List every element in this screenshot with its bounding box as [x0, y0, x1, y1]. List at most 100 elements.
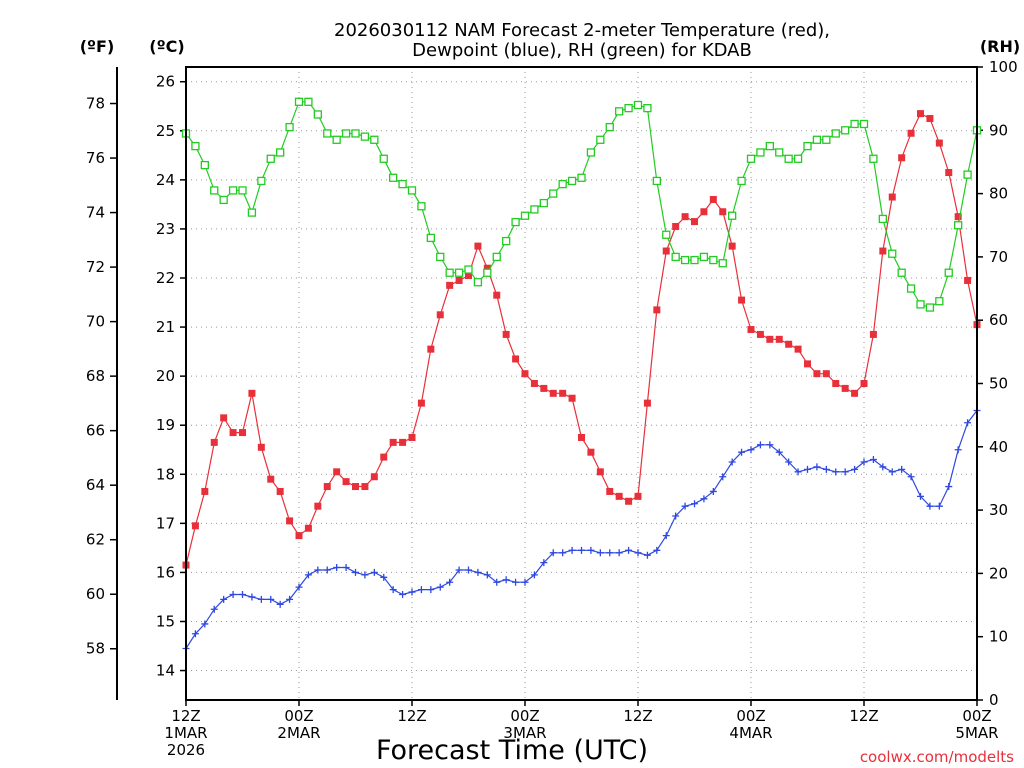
rh-point — [728, 211, 737, 220]
dewpoint-point — [841, 468, 849, 476]
rh-point — [351, 129, 360, 138]
dewpoint-point — [455, 566, 463, 574]
rh-point — [605, 122, 614, 132]
temperature-point — [578, 433, 585, 441]
celsius-tick-label: 14 — [156, 662, 175, 680]
temperature-point — [493, 291, 501, 299]
dewpoint-point — [465, 566, 472, 574]
temperature-point — [427, 345, 435, 353]
temperature-point — [248, 389, 256, 397]
rh-point — [671, 252, 680, 262]
rh-point — [803, 141, 812, 151]
temperature-point — [540, 384, 548, 392]
x-tick-label: 12Z — [397, 707, 426, 725]
fahrenheit-tick-label: 78 — [86, 95, 105, 113]
temperature-point — [201, 487, 209, 495]
temperature-point — [888, 193, 896, 201]
rh-point — [690, 255, 699, 265]
x-tick-label: 00Z — [284, 707, 313, 725]
dewpoint-point — [804, 465, 811, 473]
rh-point — [398, 179, 407, 189]
dewpoint-point — [926, 502, 934, 510]
celsius-tick-label: 25 — [156, 122, 175, 140]
rh-point — [812, 135, 822, 144]
temperature-point — [587, 448, 595, 456]
dewpoint-point — [785, 458, 793, 466]
grid — [186, 67, 977, 700]
dewpoint-point — [220, 595, 228, 603]
dewpoint-point — [361, 571, 369, 579]
dewpoint-point — [860, 458, 868, 466]
rh-point — [699, 252, 709, 262]
dewpoint-point — [267, 595, 275, 603]
dewpoint-point — [408, 588, 416, 596]
rh-point — [247, 208, 257, 217]
rh-point — [859, 119, 869, 129]
temperature-point — [502, 330, 510, 338]
rh-point — [191, 141, 200, 151]
temperature-point — [323, 483, 331, 491]
rh-point — [869, 154, 878, 163]
temperature-point — [276, 487, 284, 495]
dewpoint-point — [738, 448, 746, 456]
rh-point — [238, 186, 247, 195]
rh-point — [492, 252, 501, 262]
rh-axis: 0 10 20 30 40 50 60 70 80 90 100 — [977, 58, 1018, 709]
rh-point — [906, 284, 916, 293]
dewpoint-point — [512, 578, 520, 586]
celsius-axis: 14 15 16 17 18 19 20 21 22 23 24 25 26 — [156, 73, 186, 680]
rh-point — [379, 154, 388, 163]
x-tick-label: 4MAR — [729, 724, 772, 742]
rh-point — [793, 154, 803, 163]
dewpoint-point — [239, 591, 246, 598]
dewpoint-point — [954, 446, 962, 454]
temperature-point — [879, 247, 887, 255]
rh-point — [266, 154, 275, 163]
rh-point — [850, 119, 859, 129]
x-tick-label: 12Z — [623, 707, 652, 725]
fahrenheit-tick-label: 68 — [86, 367, 105, 385]
credit-text: coolwx.com/modelts — [860, 748, 1014, 766]
temperature-point — [653, 306, 661, 314]
temperature-point — [841, 384, 849, 392]
temperature-point — [672, 222, 680, 230]
temperature-point — [408, 433, 416, 441]
dewpoint-point — [832, 468, 840, 476]
temperature-point — [380, 453, 388, 461]
celsius-tick-label: 23 — [156, 220, 175, 238]
dewpoint-point — [201, 620, 209, 628]
dewpoint-point — [483, 571, 491, 579]
celsius-unit-label: (ºC) — [149, 37, 184, 56]
rh-point — [680, 255, 690, 265]
dewpoint-point — [342, 564, 350, 572]
temperature-point — [455, 276, 463, 284]
dewpoint-point — [314, 566, 322, 574]
rh-point — [210, 186, 219, 195]
fahrenheit-tick-label: 58 — [86, 640, 105, 658]
rh-tick-label: 40 — [989, 438, 1008, 456]
temperature-point — [691, 218, 698, 226]
dewpoint-point — [380, 573, 388, 581]
fahrenheit-tick-label: 66 — [86, 422, 105, 440]
rh-point — [511, 217, 520, 227]
dewpoint-point — [888, 468, 896, 476]
rh-point — [718, 259, 727, 268]
rh-point — [276, 148, 285, 157]
temperature-point — [352, 483, 359, 491]
temperature-point — [926, 115, 934, 123]
chart-title-line1: 2026030112 NAM Forecast 2-meter Temperat… — [334, 20, 830, 41]
dewpoint-point — [295, 583, 303, 591]
dewpoint-point — [964, 419, 972, 427]
temperature-point — [785, 340, 793, 348]
plot-frame — [185, 66, 978, 701]
temperature-point — [304, 524, 312, 532]
temperature-point — [191, 522, 199, 530]
dewpoint-point — [907, 473, 915, 481]
dewpoint-point — [879, 463, 887, 471]
temperature-point — [483, 264, 491, 272]
dewpoint-point — [813, 463, 821, 471]
fahrenheit-tick-label: 74 — [86, 204, 105, 222]
dewpoint-point — [191, 630, 199, 638]
dewpoint-point — [587, 546, 595, 554]
